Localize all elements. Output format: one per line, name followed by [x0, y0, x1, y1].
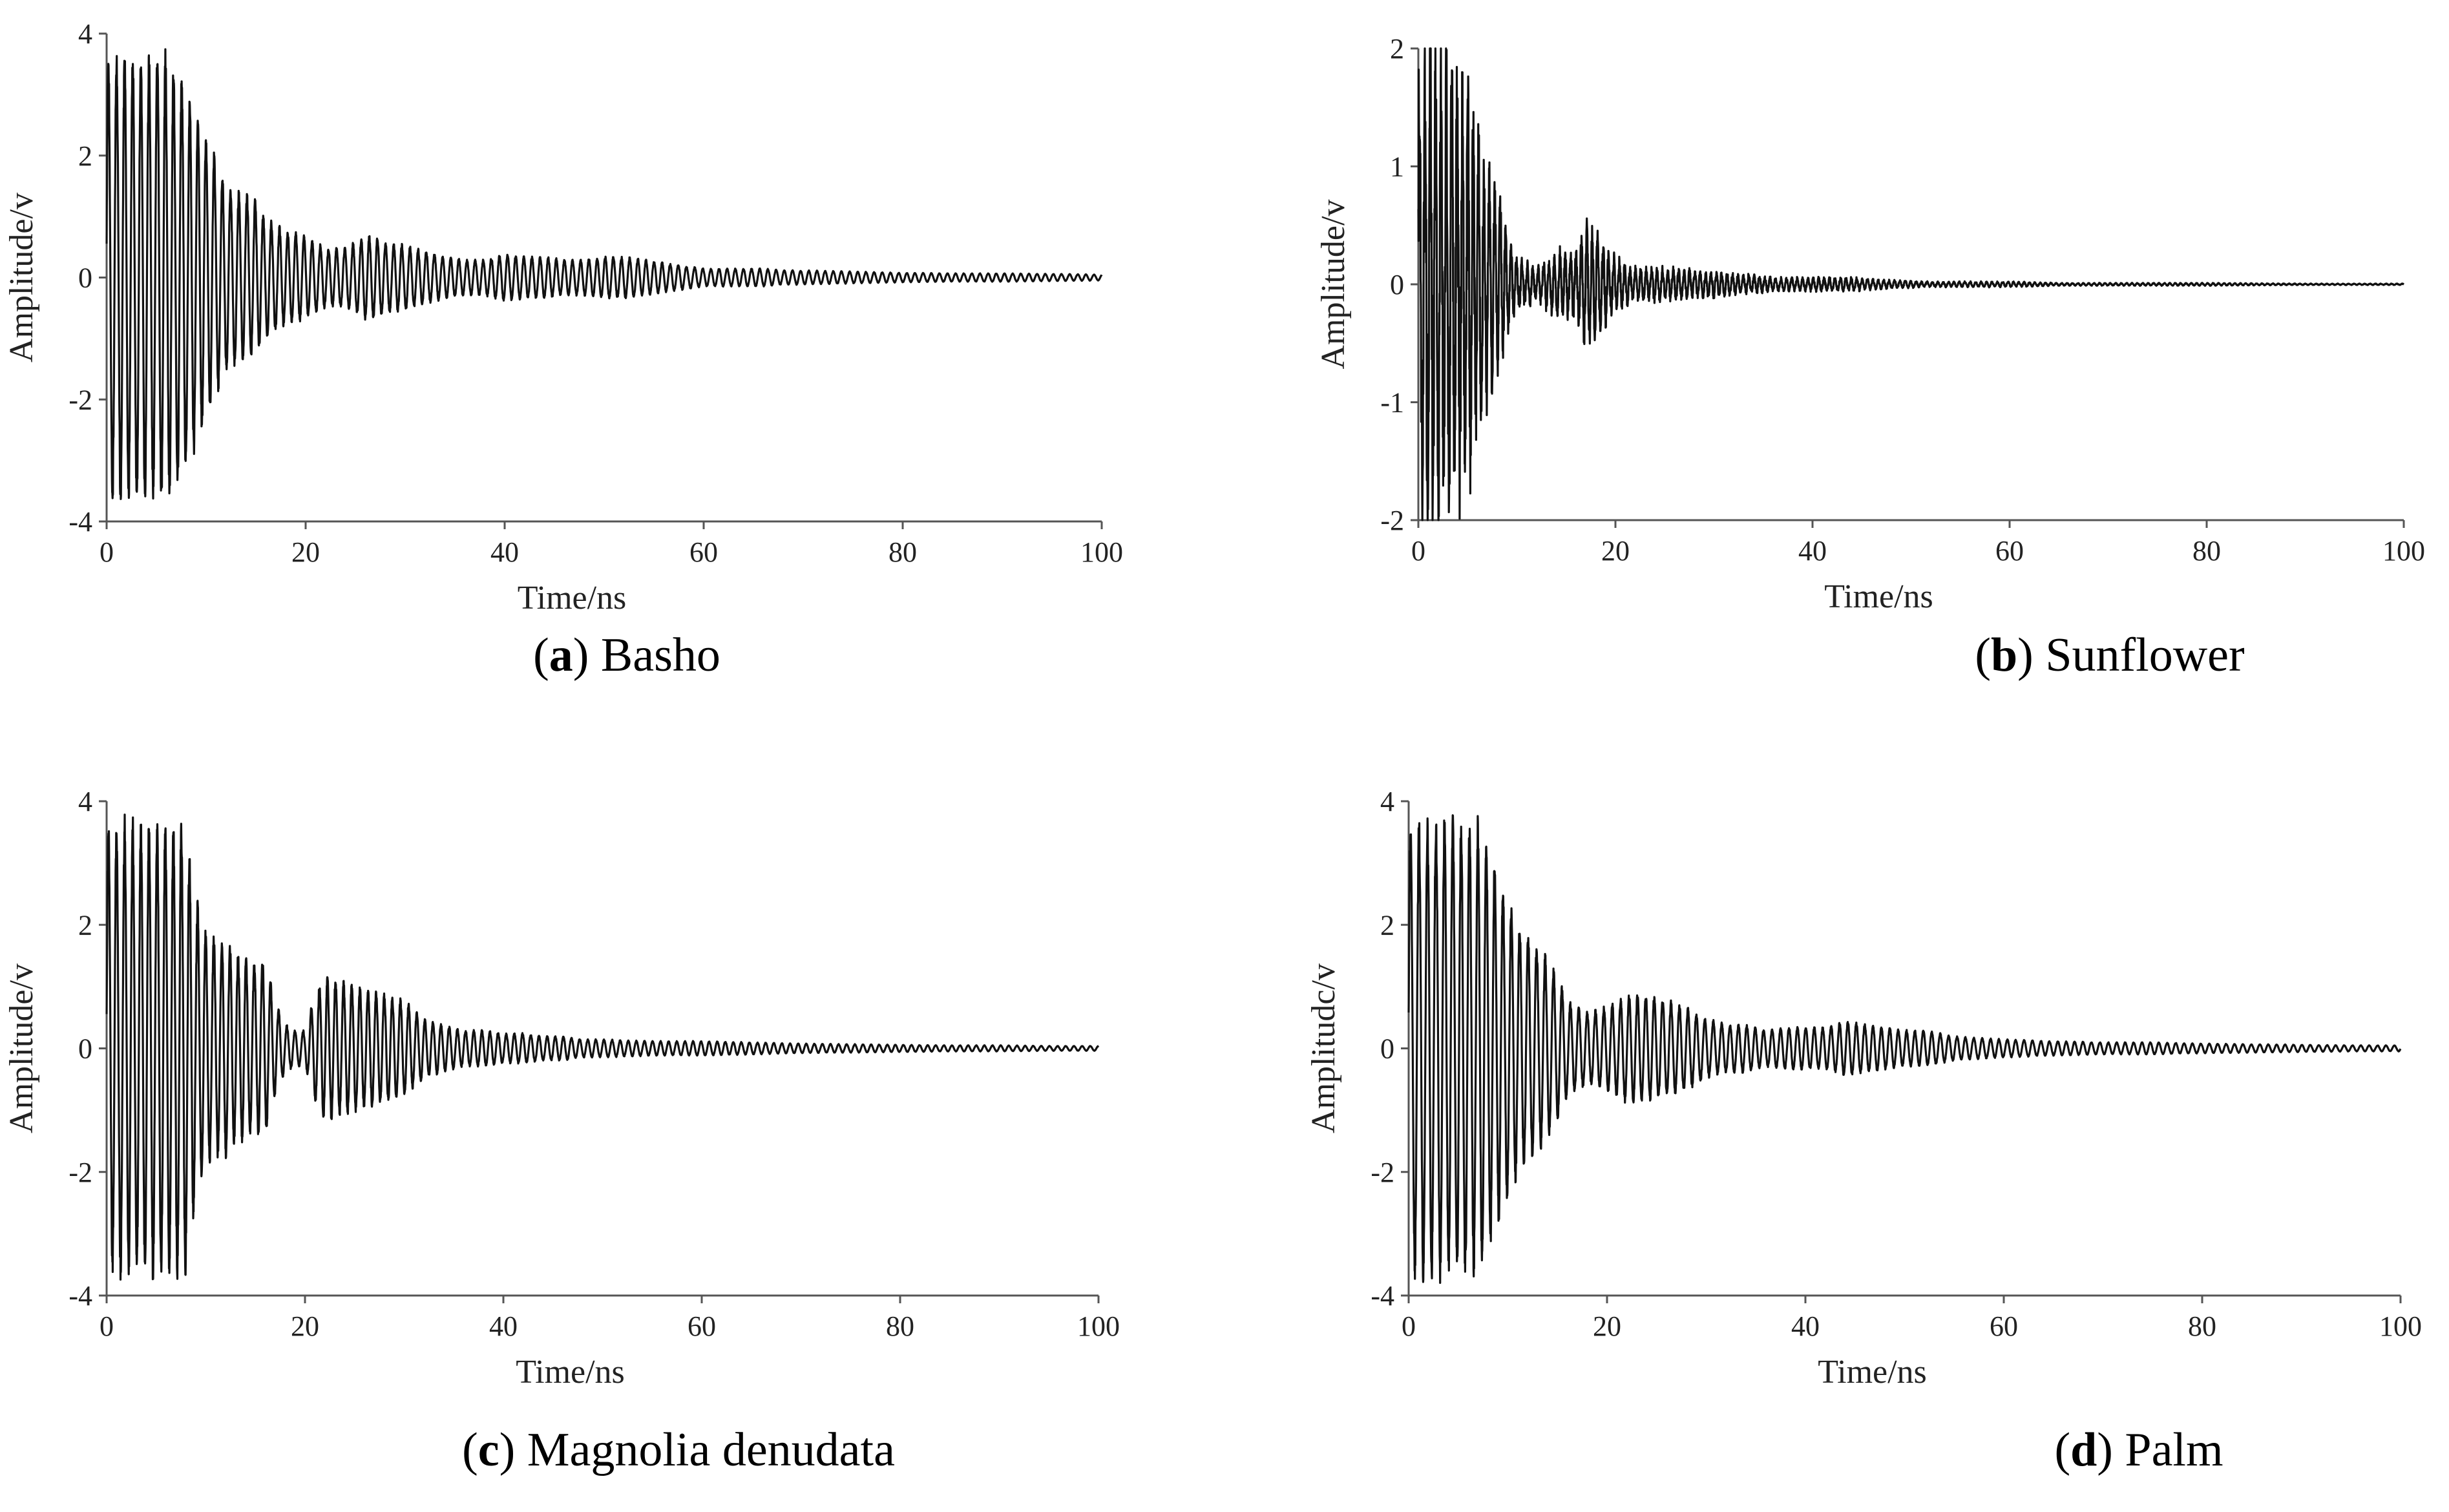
x-tick-label: 0 [1411, 535, 1425, 567]
y-axis-label: Amplitudc/v [1305, 963, 1342, 1133]
x-tick-label: 40 [490, 536, 519, 568]
x-tick-label: 20 [1601, 535, 1630, 567]
y-tick-label: -2 [68, 384, 92, 415]
x-axis-label: Time/ns [1818, 1354, 1927, 1391]
caption-name: Palm [2125, 1423, 2223, 1476]
chart-svg: 0 20 40 60 80 100 -4 -2 0 2 4 Time/ns Amplitudc/v [1305, 786, 2422, 1391]
caption-name: Basho [600, 629, 720, 682]
chart-svg: 0 20 40 60 80 100 -2 -1 0 1 2 Time/ns Amplitude/v [1315, 33, 2425, 615]
waveform-series-line [105, 48, 1103, 500]
y-tick-label: 4 [1380, 786, 1394, 817]
x-tick-label: 100 [1080, 536, 1123, 568]
y-tick-label: -2 [1371, 1157, 1394, 1188]
x-tick-label: 100 [2379, 1310, 2422, 1342]
caption-name: Magnolia denudata [527, 1423, 895, 1476]
x-tick-label: 60 [688, 1310, 716, 1342]
x-tick-label: 20 [1593, 1310, 1621, 1342]
chart-panel-c: 0 20 40 60 80 100 -4 -2 0 2 4 Time/ns Amplitude/v (c)… [0, 756, 1224, 1512]
panel-caption: (c) Magnolia denudata [462, 1423, 895, 1476]
y-tick-label: 0 [1390, 269, 1404, 300]
x-tick-label: 0 [100, 536, 114, 568]
y-tick-label: 2 [78, 909, 92, 941]
x-tick-label: 40 [489, 1310, 518, 1342]
chart-svg: 0 20 40 60 80 100 -4 -2 0 2 4 Time/ns Amplitude/v [3, 786, 1120, 1391]
y-tick-label: 0 [78, 1033, 92, 1065]
x-tick-label: 100 [2382, 535, 2425, 567]
x-tick-label: 80 [2192, 535, 2221, 567]
caption-name: Sunflower [2045, 629, 2245, 682]
y-tick-label: 4 [78, 18, 92, 50]
y-axis-label: Amplitude/v [1315, 200, 1352, 370]
caption-letter: a [549, 629, 573, 682]
panel-caption: (b) Sunflower [1975, 629, 2245, 682]
waveform-series-line [105, 814, 1100, 1281]
x-tick-label: 40 [1791, 1310, 1820, 1342]
caption-letter: c [478, 1423, 499, 1476]
chart-panel-b: 0 20 40 60 80 100 -2 -1 0 1 2 Time/ns Amplitude/v (b)… [1224, 0, 2449, 756]
y-axis-label: Amplitude/v [3, 963, 40, 1133]
x-tick-label: 0 [100, 1310, 114, 1342]
y-tick-label: -4 [1371, 1280, 1394, 1312]
x-axis-label: Time/ns [516, 1354, 625, 1391]
x-tick-label: 60 [689, 536, 718, 568]
y-axis-label: Amplitude/v [3, 193, 40, 362]
x-tick-label: 80 [2188, 1310, 2216, 1342]
y-tick-label: 2 [1390, 33, 1404, 65]
y-tick-label: 4 [78, 786, 92, 817]
chart-panel-d: 0 20 40 60 80 100 -4 -2 0 2 4 Time/ns Amplitudc/v (d)… [1224, 756, 2449, 1512]
x-tick-label: 20 [291, 536, 320, 568]
y-tick-label: 2 [78, 140, 92, 172]
waveform-series-line [1407, 814, 2402, 1284]
x-tick-label: 40 [1798, 535, 1827, 567]
y-tick-label: -4 [68, 506, 92, 538]
x-tick-label: 60 [1990, 1310, 2018, 1342]
chart-panel-a: 0 20 40 60 80 100 -4 -2 0 2 4 Time/ns Amplitude/v (a)… [0, 0, 1224, 756]
waveform-series-line [1417, 47, 2405, 521]
y-tick-label: -1 [1380, 387, 1404, 419]
chart-svg: 0 20 40 60 80 100 -4 -2 0 2 4 Time/ns Amplitude/v [3, 18, 1123, 616]
y-tick-label: 2 [1380, 909, 1394, 941]
y-tick-label: -2 [1380, 505, 1404, 536]
y-tick-label: -2 [68, 1157, 92, 1188]
y-tick-label: 0 [78, 262, 92, 294]
x-axis-label: Time/ns [518, 580, 627, 616]
x-tick-label: 60 [1995, 535, 2024, 567]
x-tick-label: 80 [888, 536, 917, 568]
caption-letter: b [1991, 629, 2018, 682]
x-tick-label: 80 [886, 1310, 914, 1342]
panel-caption: (a) Basho [533, 629, 720, 682]
y-tick-label: 1 [1390, 151, 1404, 183]
x-tick-label: 20 [291, 1310, 319, 1342]
y-tick-label: -4 [68, 1280, 92, 1312]
caption-letter: d [2070, 1423, 2097, 1476]
x-tick-label: 0 [1402, 1310, 1416, 1342]
x-tick-label: 100 [1077, 1310, 1120, 1342]
panel-caption: (d) Palm [2054, 1423, 2223, 1476]
x-axis-label: Time/ns [1824, 578, 1933, 615]
y-tick-label: 0 [1380, 1033, 1394, 1065]
